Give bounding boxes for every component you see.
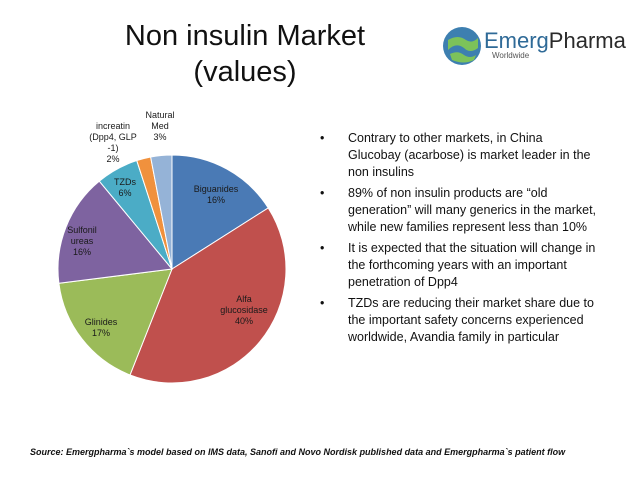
slice-label-line: glucosidase	[220, 305, 268, 315]
bullet-marker: •	[320, 241, 325, 255]
logo-wordmark: EmergPharma	[484, 28, 626, 54]
globe-icon	[443, 27, 481, 65]
slice-label-line: 16%	[73, 247, 91, 257]
logo-word-b: Pharma	[548, 28, 626, 53]
bullet-text: Contrary to other markets, in China Gluc…	[348, 131, 591, 179]
slice-label: Biguanides 16%	[194, 184, 239, 205]
page-title: Non insulin Market (values)	[95, 18, 395, 90]
slice-label-line: 6%	[118, 188, 131, 198]
slice-label-line: (Dpp4, GLP	[89, 132, 137, 142]
pie-slice	[171, 154, 269, 270]
pie-slice	[57, 180, 173, 284]
slice-label-line: Glinides	[85, 317, 118, 327]
slice-label-line: Biguanides	[194, 184, 239, 194]
slice-label: Glinides 17%	[85, 317, 118, 338]
slice-label-line: -1)	[108, 143, 119, 153]
slice-label: Natural Med 3%	[145, 110, 174, 142]
title-line-2: (values)	[193, 56, 297, 88]
slice-label-line: 2%	[106, 154, 119, 164]
source-note: Source: Emergpharma`s model based on IMS…	[30, 447, 566, 457]
bullet-item: • Contrary to other markets, in China Glu…	[318, 130, 598, 181]
logo-word-a: Emerg	[484, 28, 549, 53]
pie-slice	[58, 268, 173, 376]
slice-label-line: Med	[151, 121, 169, 131]
bullet-text: It is expected that the situation will c…	[348, 241, 596, 289]
bullet-text: 89% of non insulin products are “old gen…	[348, 186, 597, 234]
slice-label-line: Natural	[145, 110, 174, 120]
bullet-list: • Contrary to other markets, in China Glu…	[318, 130, 598, 350]
slice-label-line: TZDs	[114, 177, 136, 187]
slice-label: Sulfonil ureas 16%	[67, 225, 97, 257]
bullet-marker: •	[320, 186, 325, 200]
slice-label-line: 3%	[153, 132, 166, 142]
slice-label-line: Alfa	[236, 294, 252, 304]
bullet-item: • TZDs are reducing their market share d…	[318, 295, 598, 346]
slice-label: Alfa glucosidase 40%	[220, 294, 268, 326]
pie-slice	[129, 207, 287, 384]
slice-label-line: 40%	[235, 316, 253, 326]
slice-label-line: ureas	[71, 236, 94, 246]
slice-label-line: 17%	[92, 328, 110, 338]
title-line-1: Non insulin Market	[124, 20, 366, 52]
pie-slices	[57, 154, 287, 384]
bullet-marker: •	[320, 131, 325, 145]
bullet-marker: •	[320, 296, 325, 310]
bullet-text: TZDs are reducing their market share due…	[348, 296, 594, 344]
slice-label-line: 16%	[207, 195, 225, 205]
logo-tagline: Worldwide	[492, 51, 530, 60]
slice-label: TZDs 6%	[114, 177, 136, 198]
pie-labels: Biguanides 16%Alfa glucosidase 40%Glinides 1…	[67, 110, 268, 338]
slice-label-line: increatin	[96, 121, 130, 131]
company-logo: EmergPharma Worldwide	[440, 24, 626, 72]
slice-label: increatin (Dpp4, GLP -1) 2%	[89, 121, 137, 164]
slice-label-line: Sulfonil	[67, 225, 97, 235]
bullet-item: • It is expected that the situation will …	[318, 240, 598, 291]
bullet-item: • 89% of non insulin products are “old ge…	[318, 185, 598, 236]
pie-slice	[150, 154, 173, 270]
